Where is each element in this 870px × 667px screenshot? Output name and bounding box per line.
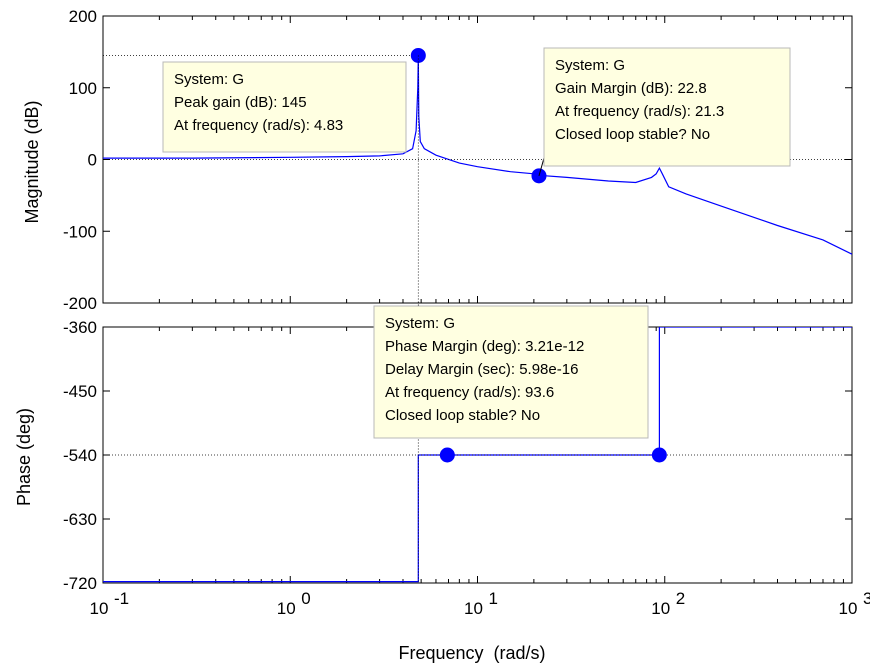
axis-labels: Magnitude (dB) Phase (deg) Frequency (ra… [14, 100, 546, 663]
gain-margin-datatip-line: Closed loop stable? No [555, 126, 710, 143]
phase-margin-datatip-line: At frequency (rad/s): 93.6 [385, 384, 554, 401]
x-tick-label: 10 [464, 599, 483, 618]
phase-margin-datatip-box [373, 305, 649, 439]
phase-y-tick-label: -450 [63, 382, 97, 401]
phase-y-tick-label: -630 [63, 510, 97, 529]
phase-margin-datatip: System: G Phase Margin (deg): 3.21e-12 Del… [373, 305, 649, 439]
phase-margin-marker [439, 447, 455, 463]
magnitude-y-tick-label: 100 [69, 79, 97, 98]
x-tick-label: 10 [839, 599, 858, 618]
magnitude-axes: 200 100 0 -100 -200 System: G Peak gain (dB): … [63, 7, 853, 313]
x-tick-label: 10 [277, 599, 296, 618]
gain-margin-datatip-line: At frequency (rad/s): 21.3 [555, 103, 724, 120]
x-tick-exponent: -1 [114, 589, 129, 608]
magnitude-axis-label: Magnitude (dB) [22, 100, 42, 223]
phase-y-tick-label: -360 [63, 318, 97, 337]
frequency-axis-label: Frequency (rad/s) [398, 643, 545, 663]
x-tick-label: 10 [651, 599, 670, 618]
phase-margin-datatip-line: System: G [385, 315, 455, 332]
x-tick-exponent: 0 [301, 589, 310, 608]
gain-margin-datatip-line: System: G [555, 57, 625, 74]
phase-y-tick-label: -720 [63, 574, 97, 593]
peak-gain-datatip: System: G Peak gain (dB): 145 At frequency… [162, 61, 407, 153]
magnitude-y-tick-label: -200 [63, 294, 97, 313]
peak-gain-datatip-box [162, 61, 407, 153]
x-tick-exponent: 2 [676, 589, 685, 608]
phase-margin-datatip-line: Delay Margin (sec): 5.98e-16 [385, 361, 578, 378]
gain-margin-datatip-pointer [538, 157, 545, 176]
magnitude-series-line [103, 55, 852, 255]
x-tick-label: 10 [90, 599, 109, 618]
gain-margin-datatip-line: Gain Margin (dB): 22.8 [555, 80, 707, 97]
magnitude-y-tick-label: 0 [88, 151, 97, 170]
phase-margin-datatip-line: Phase Margin (deg): 3.21e-12 [385, 338, 584, 355]
phase-y-tick-label: -540 [63, 446, 97, 465]
peak-gain-datatip-line: Peak gain (dB): 145 [174, 94, 307, 111]
phase-margin-datatip-line: Closed loop stable? No [385, 407, 540, 424]
phase-crossover-marker [651, 447, 667, 463]
magnitude-y-tick-label: 200 [69, 7, 97, 26]
peak-gain-datatip-line: System: G [174, 71, 244, 88]
x-tick-exponent: 1 [489, 589, 498, 608]
phase-axis-label: Phase (deg) [14, 408, 34, 506]
magnitude-y-tick-label: -100 [63, 222, 97, 241]
peak-gain-datatip-line: At frequency (rad/s): 4.83 [174, 117, 343, 134]
x-tick-exponent: 3 [863, 589, 870, 608]
gain-margin-datatip-box [543, 47, 791, 167]
gain-margin-datatip: System: G Gain Margin (dB): 22.8 At freque… [538, 47, 791, 176]
